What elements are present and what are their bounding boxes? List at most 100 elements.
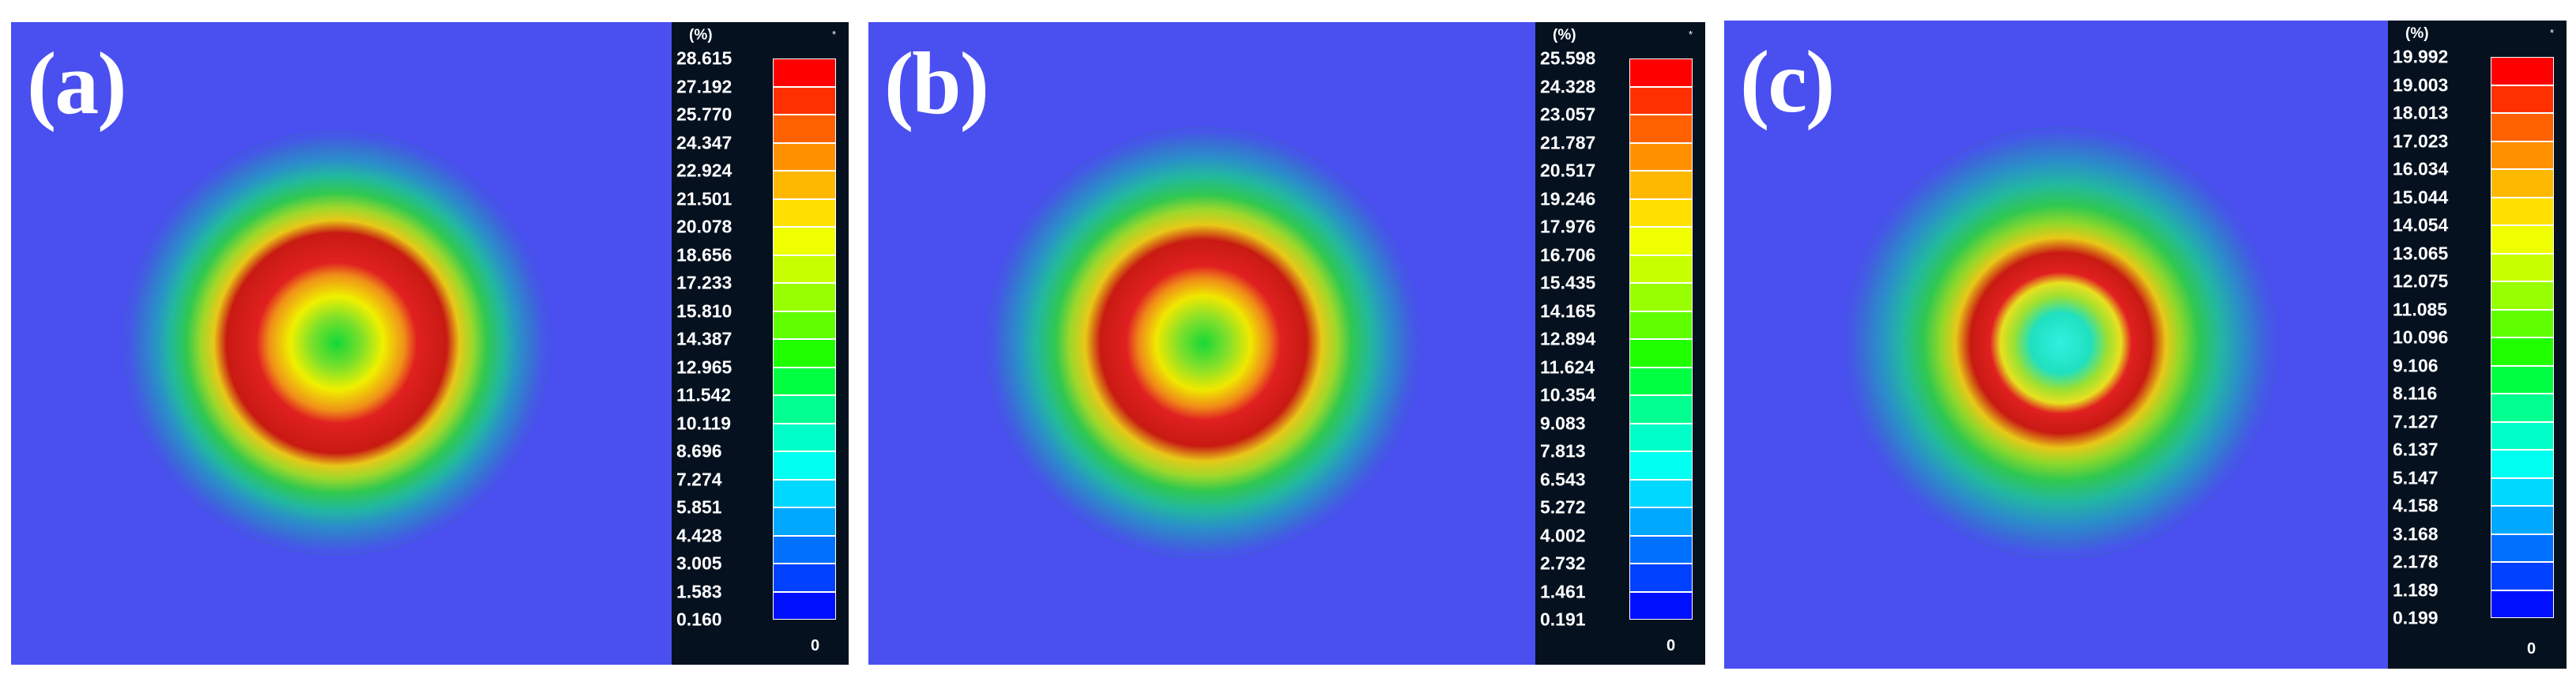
legend-swatch-c-0 xyxy=(2491,57,2554,85)
legend-swatch-b-9 xyxy=(1629,311,1693,339)
legend-swatch-a-19 xyxy=(773,591,836,620)
legend-tick-a-17: 4.428 xyxy=(676,525,722,545)
contour-rings-c xyxy=(1844,126,2277,560)
legend-tick-a-10: 14.387 xyxy=(676,328,733,349)
legend-swatch-c-17 xyxy=(2491,534,2554,562)
legend-swatch-b-18 xyxy=(1629,564,1693,592)
legend-swatch-c-5 xyxy=(2491,197,2554,225)
legend-swatch-c-6 xyxy=(2491,225,2554,254)
legend-swatch-c-4 xyxy=(2491,169,2554,198)
legend-swatch-a-9 xyxy=(773,311,836,339)
legend-tick-c-1: 19.003 xyxy=(2393,74,2449,95)
legend-tick-c-8: 12.075 xyxy=(2393,270,2449,292)
legend-swatch-c-16 xyxy=(2491,506,2554,534)
legend-swatch-a-17 xyxy=(773,535,836,564)
legend-swatch-b-14 xyxy=(1629,451,1693,480)
legend-zero-a: 0 xyxy=(811,637,820,654)
legend-swatch-b-0 xyxy=(1629,58,1693,87)
legend-swatch-b-2 xyxy=(1629,115,1693,143)
legend-tick-a-9: 15.810 xyxy=(676,300,733,321)
legend-tick-b-19: 1.461 xyxy=(1540,581,1586,601)
legend-swatch-c-19 xyxy=(2491,590,2554,618)
legend-tick-a-4: 22.924 xyxy=(676,160,733,181)
legend-swatch-c-18 xyxy=(2491,562,2554,590)
legend-corner-mark-a: * xyxy=(831,28,836,40)
legend-tick-c-13: 7.127 xyxy=(2393,411,2439,432)
legend-tick-b-8: 15.435 xyxy=(1540,272,1596,293)
legend-tick-b-4: 20.517 xyxy=(1540,160,1596,181)
legend-swatch-a-4 xyxy=(773,171,836,199)
legend-swatch-b-16 xyxy=(1629,507,1693,536)
legend-tick-c-10: 10.096 xyxy=(2393,326,2449,348)
contour-field-c xyxy=(1846,128,2276,558)
legend-tick-b-1: 24.328 xyxy=(1540,76,1596,96)
legend-swatch-b-4 xyxy=(1629,171,1693,199)
legend-swatch-c-13 xyxy=(2491,421,2554,450)
legend-swatch-a-13 xyxy=(773,423,836,451)
legend-swatch-c-7 xyxy=(2491,253,2554,281)
legend-tick-a-15: 7.274 xyxy=(676,469,722,489)
contour-rings-a xyxy=(123,130,550,556)
legend-tick-c-17: 3.168 xyxy=(2393,523,2439,544)
legend-swatch-a-15 xyxy=(773,479,836,507)
legend-tick-b-14: 7.813 xyxy=(1540,440,1586,462)
legend-unit-c: (%) xyxy=(2405,25,2429,42)
legend-corner-mark-c: * xyxy=(2549,27,2554,39)
legend-swatch-a-18 xyxy=(773,564,836,592)
contour-plot-a: (a) xyxy=(11,22,672,665)
legend-tick-b-20: 0.191 xyxy=(1540,609,1586,630)
legend-tick-a-20: 0.160 xyxy=(676,609,722,630)
legend-tick-c-5: 15.044 xyxy=(2393,187,2449,207)
contour-field-b xyxy=(989,128,1418,558)
legend-swatch-b-11 xyxy=(1629,367,1693,395)
legend-tick-a-16: 5.851 xyxy=(676,496,722,518)
legend-swatch-c-8 xyxy=(2491,281,2554,310)
panel-label-a: (a) xyxy=(27,35,127,133)
legend-tick-c-12: 8.116 xyxy=(2393,383,2438,404)
legend-swatch-a-1 xyxy=(773,86,836,115)
legend-tick-a-18: 3.005 xyxy=(676,552,722,574)
legend-tick-a-14: 8.696 xyxy=(676,440,722,462)
legend-swatch-c-15 xyxy=(2491,477,2554,506)
legend-tick-b-12: 10.354 xyxy=(1540,384,1596,405)
legend-tick-a-0: 28.615 xyxy=(676,47,733,69)
legend-tick-a-3: 24.347 xyxy=(676,132,733,153)
legend-b: (%) * 25.598 24.328 23.057 21.787 20.517 19.2… xyxy=(1535,22,1705,665)
legend-swatch-b-13 xyxy=(1629,423,1693,451)
legend-tick-c-0: 19.992 xyxy=(2393,46,2449,67)
legend-tick-a-1: 27.192 xyxy=(676,76,733,96)
legend-swatch-a-14 xyxy=(773,451,836,480)
legend-swatch-a-7 xyxy=(773,255,836,283)
legend-tick-a-8: 17.233 xyxy=(676,272,733,293)
legend-tick-b-16: 5.272 xyxy=(1540,496,1586,518)
legend-swatch-b-15 xyxy=(1629,479,1693,507)
legend-tick-a-13: 10.119 xyxy=(676,413,732,433)
legend-tick-b-9: 14.165 xyxy=(1540,300,1596,321)
legend-tick-b-11: 11.624 xyxy=(1540,356,1595,377)
legend-swatch-a-10 xyxy=(773,339,836,368)
legend-swatch-a-11 xyxy=(773,367,836,395)
legend-swatch-a-2 xyxy=(773,115,836,143)
legend-swatch-a-6 xyxy=(773,227,836,255)
legend-swatch-a-5 xyxy=(773,198,836,227)
legend-swatch-c-2 xyxy=(2491,113,2554,141)
legend-zero-c: 0 xyxy=(2527,640,2536,658)
panel-label-c: (c) xyxy=(1740,33,1835,131)
legend-tick-c-20: 0.199 xyxy=(2393,607,2439,628)
legend-swatch-c-1 xyxy=(2491,85,2554,113)
legend-swatch-a-12 xyxy=(773,395,836,424)
contour-plot-b: (b) xyxy=(868,22,1535,665)
legend-tick-b-18: 2.732 xyxy=(1540,552,1586,574)
legend-swatch-b-3 xyxy=(1629,142,1693,171)
legend-tick-b-5: 19.246 xyxy=(1540,188,1596,209)
legend-tick-c-3: 17.023 xyxy=(2393,130,2449,151)
legend-swatch-a-8 xyxy=(773,283,836,311)
panel-label-b: (b) xyxy=(884,35,989,133)
legend-tick-c-15: 5.147 xyxy=(2393,467,2439,488)
legend-tick-c-14: 6.137 xyxy=(2393,439,2439,460)
legend-tick-a-5: 21.501 xyxy=(676,188,733,209)
legend-tick-b-10: 12.894 xyxy=(1540,328,1596,349)
legend-tick-a-6: 20.078 xyxy=(676,216,733,237)
legend-tick-b-13: 9.083 xyxy=(1540,413,1586,433)
legend-a: (%) * 28.615 27.192 25.770 24.347 22.924 21.5… xyxy=(672,22,849,665)
